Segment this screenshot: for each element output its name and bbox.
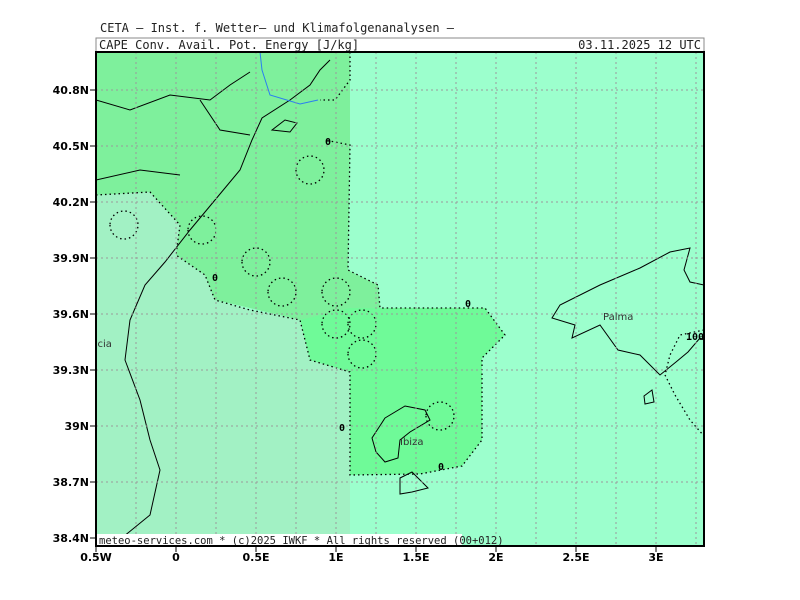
- map-field: 0 0 0 0 0 100 Palma Valencia Ibiza meteo…: [70, 52, 704, 547]
- y-tick-label: 39.9N: [53, 252, 89, 265]
- contour-label: 0: [339, 423, 345, 434]
- y-tick-label: 39N: [64, 420, 89, 433]
- y-tick-label: 38.7N: [53, 476, 89, 489]
- x-tick-label: 2.5E: [562, 551, 589, 564]
- timestamp: 03.11.2025 12 UTC: [578, 38, 701, 52]
- place-label: Ibiza: [400, 437, 423, 448]
- title: CAPE_Conv._Avail._Pot._Energy_[J/kg]: [99, 38, 359, 52]
- footer-bg: [96, 534, 462, 546]
- contour-label: 100: [686, 332, 704, 343]
- contour-label: 0: [465, 299, 471, 310]
- y-tick-label: 40.5N: [53, 140, 89, 153]
- y-tick-label: 38.4N: [53, 532, 89, 545]
- x-tick-label: 2E: [488, 551, 503, 564]
- y-tick-label: 39.3N: [53, 364, 89, 377]
- contour-label: 0: [212, 273, 218, 284]
- y-tick-label: 40.2N: [53, 196, 89, 209]
- x-tick-label: 1.5E: [402, 551, 429, 564]
- grid: [96, 52, 704, 546]
- y-ticks: 40.8N 40.5N 40.2N 39.9N 39.6N 39.3N 39N 38.7N 38…: [53, 84, 96, 545]
- frame: [95, 51, 705, 547]
- contour-label: 0: [325, 137, 331, 148]
- x-ticks: 0.5W 0 0.5E 1E 1.5E 2E 2.5E 3E: [80, 546, 664, 564]
- copyright: meteo-services.com * (c)2025 IWKF * All …: [99, 535, 504, 547]
- x-tick-label: 0.5W: [80, 551, 112, 564]
- x-tick-label: 1E: [328, 551, 343, 564]
- contour-label: 0: [438, 462, 444, 473]
- place-label: Palma: [603, 312, 633, 323]
- header-line: CETA – Inst. f. Wetter– und Klimafolgena…: [100, 21, 455, 35]
- x-tick-label: 0.5E: [242, 551, 269, 564]
- place-label: Valencia: [70, 339, 112, 350]
- x-tick-label: 3E: [648, 551, 663, 564]
- x-tick-label: 0: [172, 551, 180, 564]
- y-tick-label: 40.8N: [53, 84, 89, 97]
- y-tick-label: 39.6N: [53, 308, 89, 321]
